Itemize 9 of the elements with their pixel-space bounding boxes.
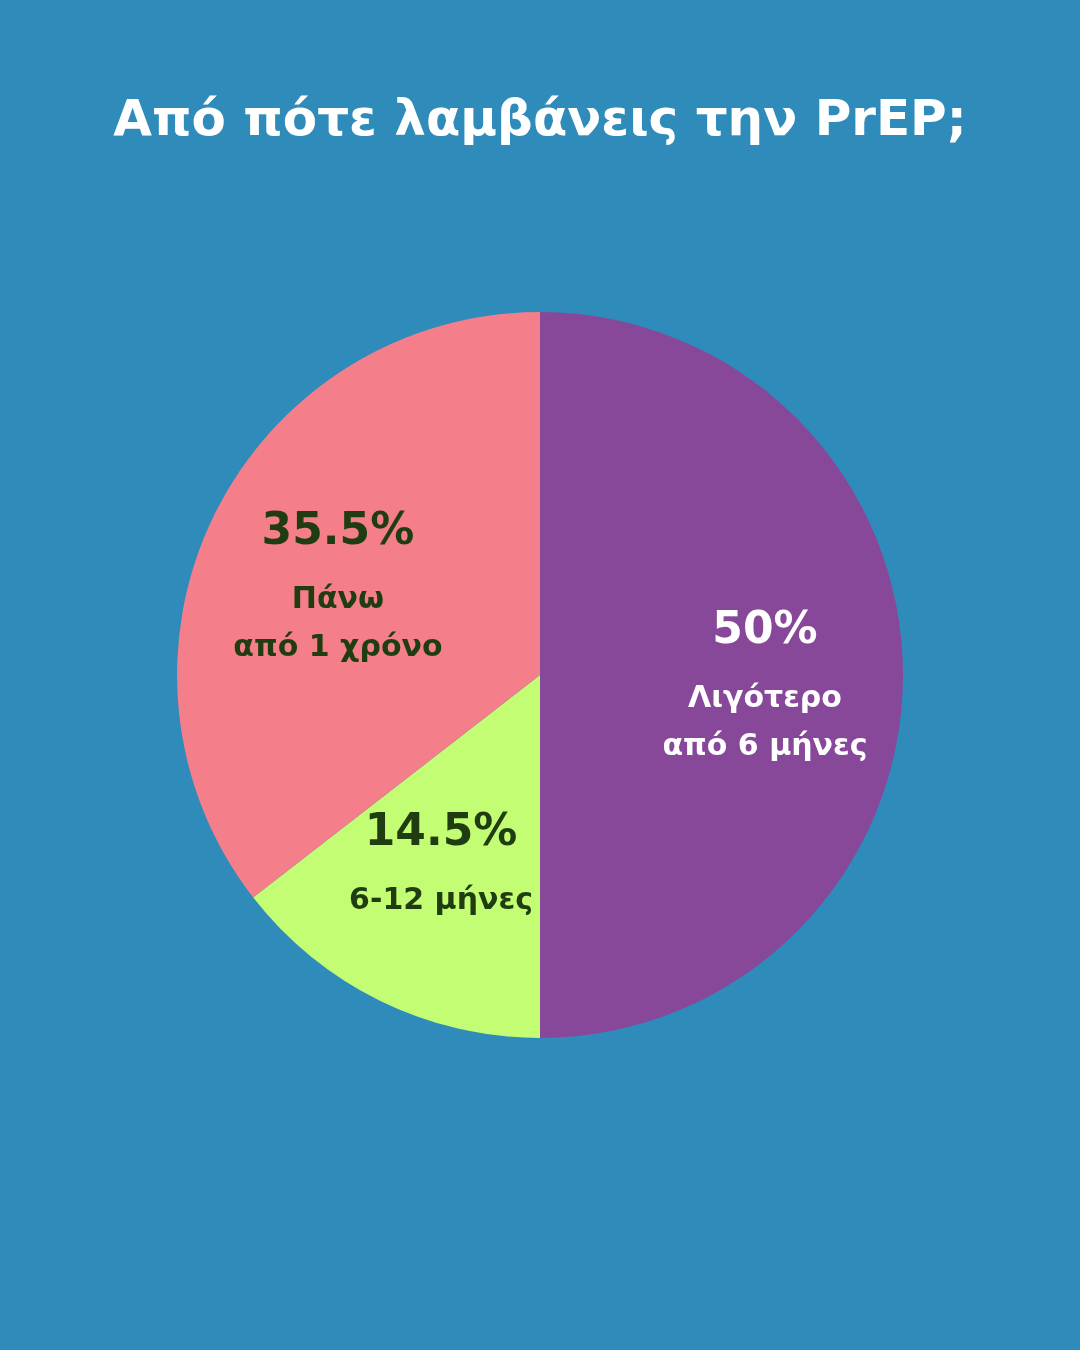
slice-label: Πάνω από 1 χρόνο — [233, 580, 443, 664]
slice-label: Λιγότερο από 6 μήνες — [662, 679, 868, 762]
chart-title: Από πότε λαμβάνεις την PrEP; — [113, 89, 967, 147]
pie-slice — [253, 675, 540, 1038]
data-label: 35.5% — [261, 503, 415, 555]
data-label: 14.5% — [364, 804, 518, 856]
slice-label: 6-12 μήνες — [349, 881, 533, 917]
data-label: 50% — [712, 602, 818, 653]
pie-slice — [540, 312, 903, 1038]
